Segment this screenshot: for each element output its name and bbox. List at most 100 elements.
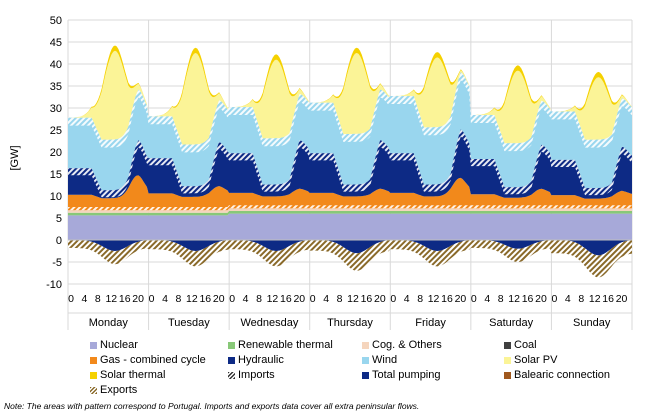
x-tick-label: 4 (484, 293, 490, 305)
x-tick-label: 8 (95, 293, 101, 305)
x-tick-label: 4 (243, 293, 249, 305)
day-label: Friday (415, 317, 446, 329)
legend-label: Solar thermal (100, 369, 166, 381)
legend-swatch (90, 387, 97, 394)
y-tick-label: 35 (50, 81, 62, 93)
x-tick-label: 0 (552, 293, 558, 305)
area-hydraulic-portugal (68, 129, 632, 198)
legend-label: Imports (238, 369, 275, 381)
area-exports (68, 240, 632, 278)
y-tick-label: 25 (50, 125, 62, 137)
legend-swatch (362, 357, 369, 364)
x-tick-label: 16 (602, 293, 614, 305)
x-tick-label: 0 (390, 293, 396, 305)
legend-swatch (228, 357, 235, 364)
x-tick-label: 8 (256, 293, 262, 305)
x-tick-label: 4 (565, 293, 571, 305)
legend-swatch (362, 372, 369, 379)
legend-label: Hydraulic (238, 354, 284, 366)
x-tick-label: 20 (132, 293, 144, 305)
footnote: Note: The areas with pattern correspond … (4, 401, 420, 411)
legend-label: Wind (372, 354, 398, 366)
x-tick-label: 0 (68, 293, 74, 305)
area-gas-combined-cycle (68, 175, 632, 211)
x-tick-label: 20 (213, 293, 225, 305)
x-tick-label: 20 (374, 293, 386, 305)
x-tick-label: 12 (428, 293, 440, 305)
legend-label: Total pumping (372, 369, 441, 381)
x-tick-label: 4 (404, 293, 410, 305)
area-nuclear (68, 213, 632, 240)
x-tick-label: 16 (199, 293, 211, 305)
x-tick-label: 20 (293, 293, 305, 305)
legend-label: Gas - combined cycle (100, 354, 206, 366)
x-tick-label: 16 (522, 293, 534, 305)
legend-swatch (362, 342, 369, 349)
legend-swatch (504, 342, 511, 349)
x-tick-label: 8 (337, 293, 343, 305)
legend-label: Nuclear (100, 339, 138, 351)
legend-swatch (228, 342, 235, 349)
y-tick-label: 30 (50, 103, 62, 115)
x-tick-label: 16 (280, 293, 292, 305)
legend-swatch (90, 357, 97, 364)
day-label: Thursday (327, 317, 373, 329)
y-tick-label: -10 (46, 279, 62, 291)
x-tick-label: 4 (82, 293, 88, 305)
y-axis-label: [GW] (9, 145, 21, 170)
legend-label: Exports (100, 384, 138, 396)
plot-areas (68, 45, 632, 278)
x-tick-label: 12 (186, 293, 198, 305)
x-tick-label: 16 (361, 293, 373, 305)
y-tick-label: 0 (56, 235, 62, 247)
legend-label: Cog. & Others (372, 339, 442, 351)
y-tick-label: 15 (50, 169, 62, 181)
area-wind-portugal (68, 72, 632, 153)
day-label: Monday (89, 317, 129, 329)
x-tick-label: 0 (229, 293, 235, 305)
legend-swatch (90, 342, 97, 349)
y-tick-label: 10 (50, 191, 62, 203)
area-gas-portugal (68, 205, 632, 211)
x-tick-label: 4 (323, 293, 329, 305)
legend-swatch (504, 357, 511, 364)
x-tick-label: 12 (589, 293, 601, 305)
legend-swatch (90, 372, 97, 379)
legend-label: Renewable thermal (238, 339, 333, 351)
area-wind (68, 72, 632, 191)
x-tick-label: 0 (310, 293, 316, 305)
day-label: Sunday (573, 317, 611, 329)
legend-swatch (228, 372, 235, 379)
area-cog-others (68, 208, 632, 213)
area-renewable-thermal (68, 211, 632, 216)
x-tick-label: 4 (162, 293, 168, 305)
x-tick-label: 12 (347, 293, 359, 305)
area-solar-pv (68, 50, 632, 145)
x-tick-label: 12 (105, 293, 117, 305)
x-tick-label: 8 (578, 293, 584, 305)
x-tick-label: 12 (267, 293, 279, 305)
legend-swatch (504, 372, 511, 379)
y-tick-label: -5 (52, 257, 62, 269)
legend-label: Coal (514, 339, 537, 351)
day-label: Wednesday (240, 317, 298, 329)
x-tick-label: 8 (498, 293, 504, 305)
y-tick-label: 50 (50, 15, 62, 27)
y-tick-label: 5 (56, 213, 62, 225)
x-tick-label: 12 (508, 293, 520, 305)
y-tick-label: 45 (50, 37, 62, 49)
x-tick-label: 20 (535, 293, 547, 305)
x-tick-label: 16 (441, 293, 453, 305)
day-label: Tuesday (168, 317, 210, 329)
legend-label: Solar PV (514, 354, 558, 366)
x-tick-label: 20 (616, 293, 628, 305)
x-tick-label: 20 (455, 293, 467, 305)
x-tick-label: 8 (417, 293, 423, 305)
legend-label: Balearic connection (514, 369, 611, 381)
y-tick-label: 40 (50, 59, 62, 71)
y-tick-label: 20 (50, 147, 62, 159)
x-tick-label: 16 (119, 293, 131, 305)
x-tick-label: 0 (149, 293, 155, 305)
